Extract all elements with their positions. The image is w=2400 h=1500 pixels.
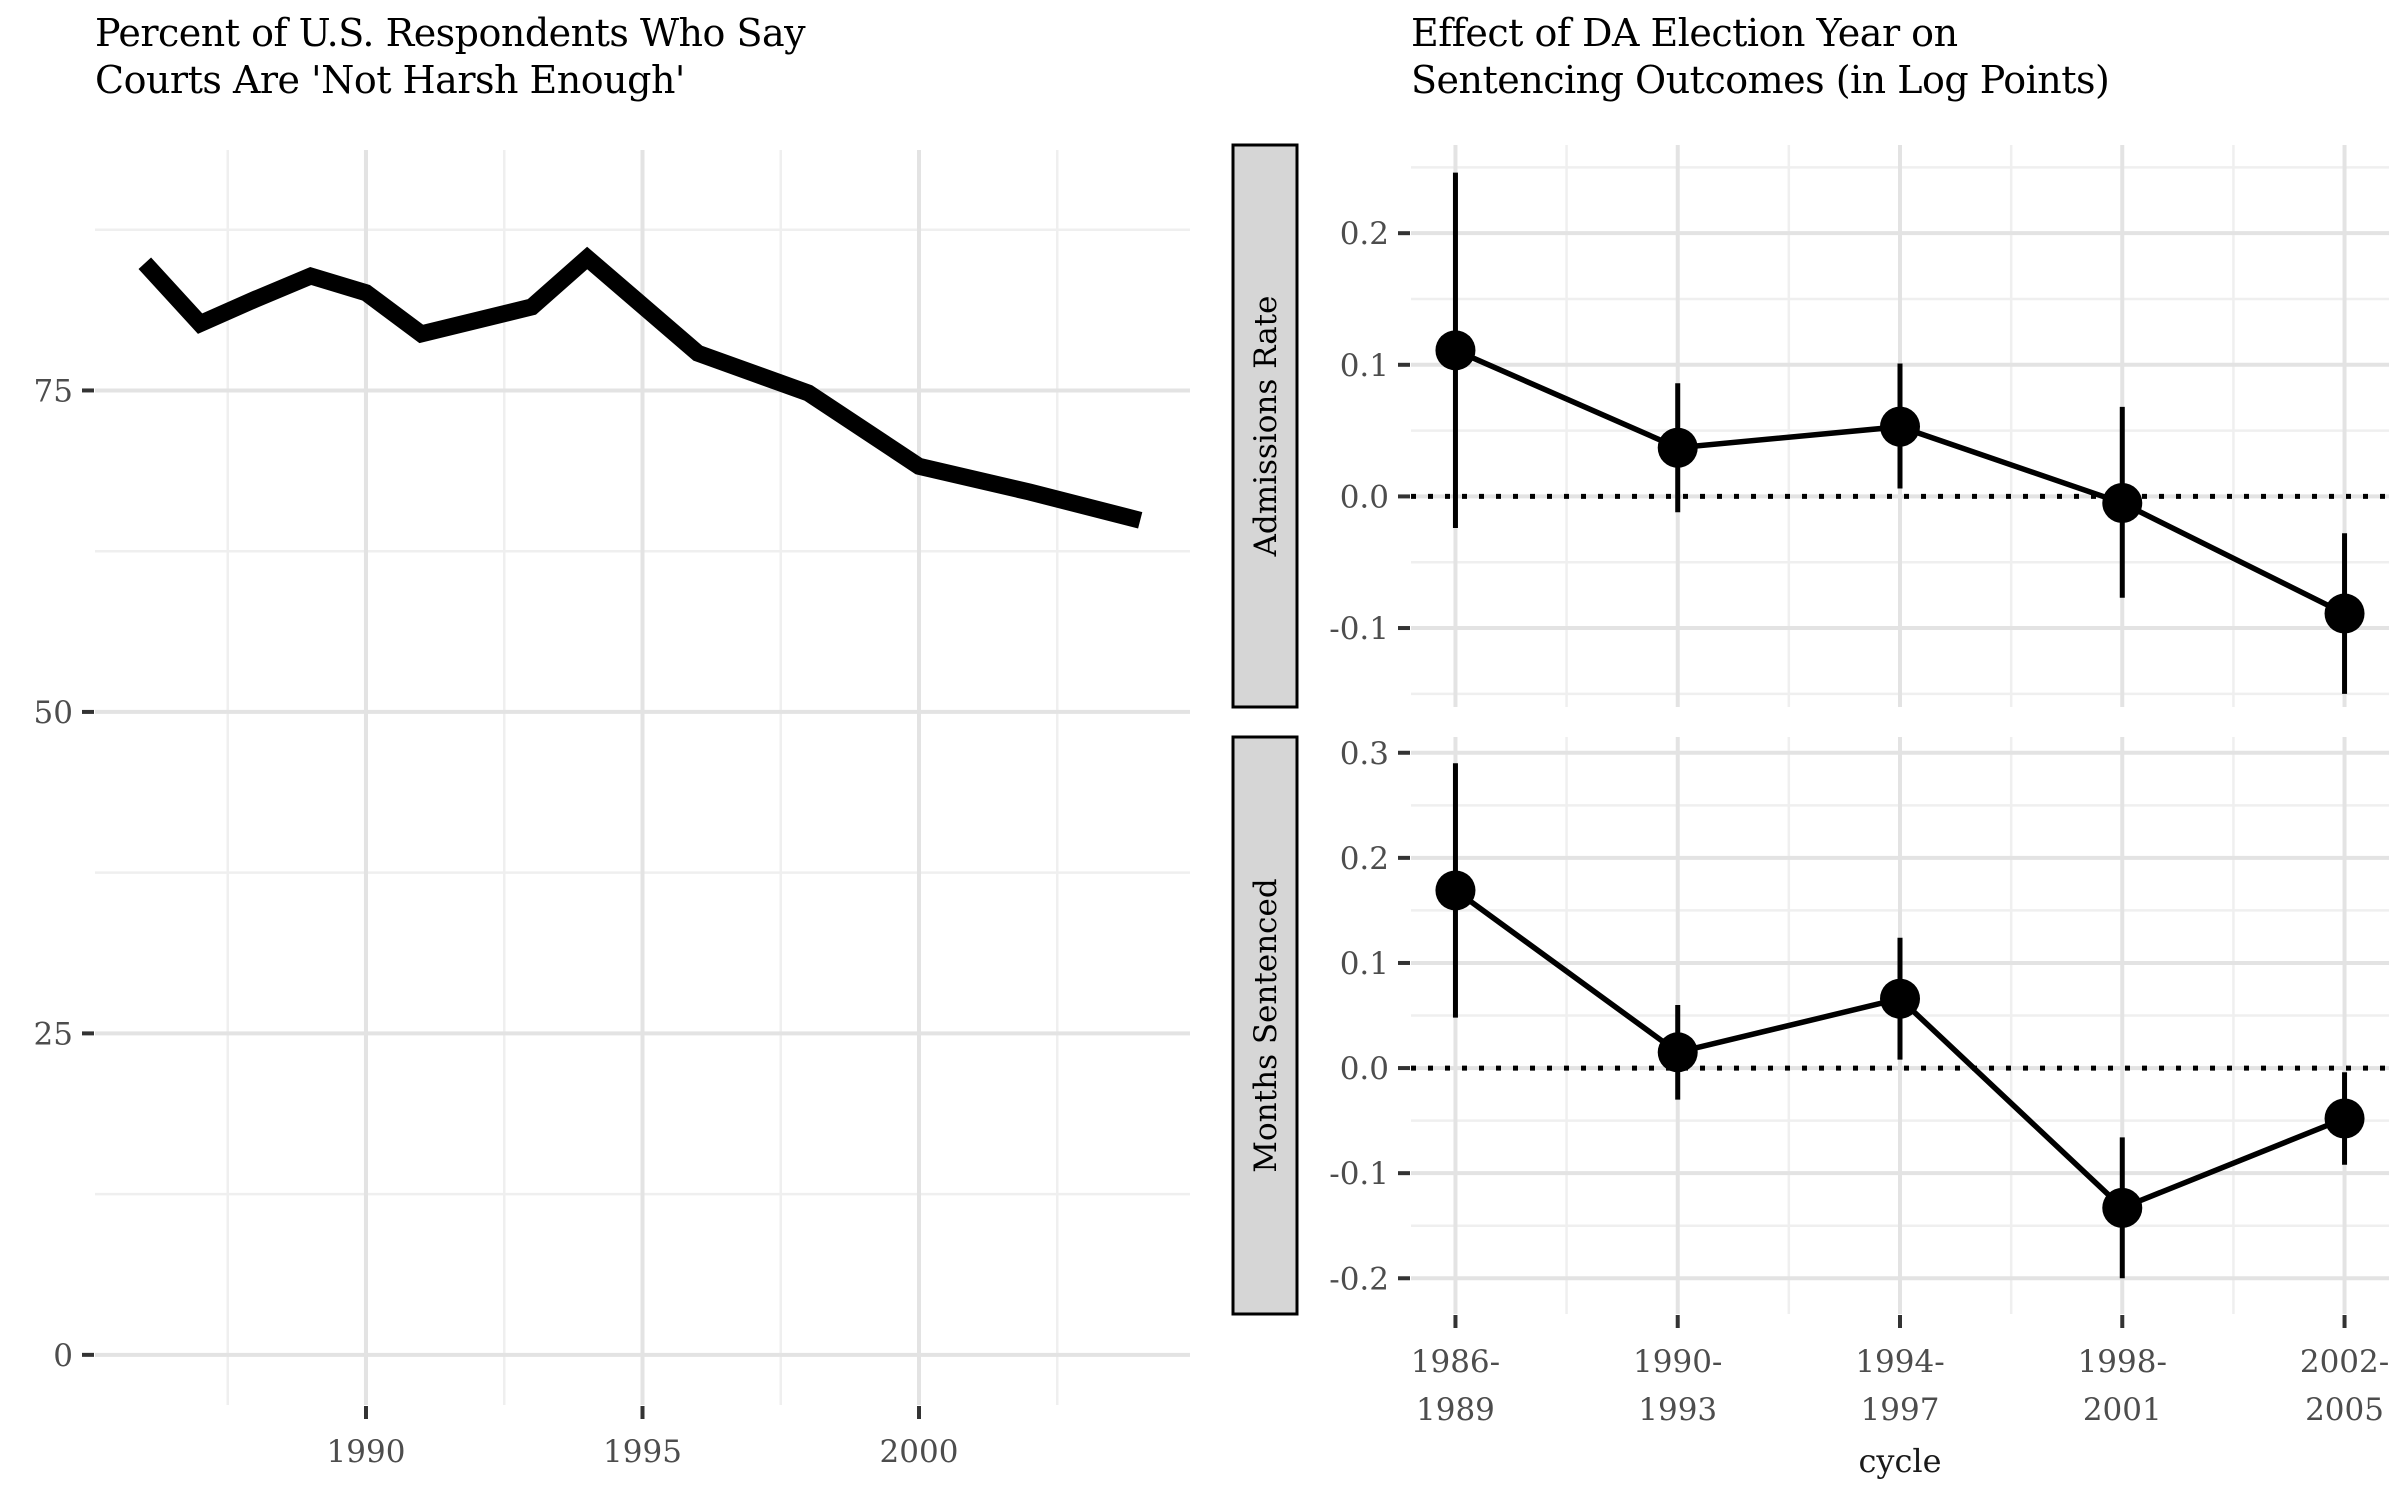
left-chart-title-line2: Courts Are 'Not Harsh Enough' — [95, 58, 685, 102]
x-tick-label: 1995 — [603, 1434, 682, 1470]
left-axis-labels: 0 25 50 75 1990 1995 2000 — [34, 373, 959, 1470]
cycle-label-line1: 1990- — [1633, 1344, 1722, 1380]
pointrange-group — [1435, 763, 2365, 1279]
gss-line-chart: 0 25 50 75 1990 1995 2000 — [34, 150, 1190, 1470]
cycle-label-line2: 2001 — [2083, 1392, 2162, 1428]
y-tick-label: 75 — [34, 373, 73, 409]
y-tick-label: 0 — [53, 1338, 73, 1374]
left-chart-title-line1: Percent of U.S. Respondents Who Say — [95, 11, 806, 55]
facet-strip-label: Admissions Rate — [1248, 295, 1284, 557]
y-tick-label: -0.1 — [1329, 1156, 1389, 1192]
y-tick-label: 0.1 — [1340, 946, 1389, 982]
facet-grid-major — [1411, 737, 2389, 1314]
y-tick-label: 0.2 — [1340, 216, 1389, 252]
cycle-label-line2: 1993 — [1638, 1392, 1717, 1428]
left-grid-minor — [95, 150, 1190, 1405]
facet-y-ticks — [1398, 750, 1410, 1281]
y-tick-label: 50 — [34, 695, 73, 731]
y-tick-label: -0.2 — [1329, 1261, 1389, 1297]
estimate-point — [1435, 870, 1476, 911]
estimate-point — [1657, 1032, 1698, 1073]
x-tick-label: 2000 — [880, 1434, 959, 1470]
cycle-axis-labels: 1986- 1989 1990- 1993 1994- 1997 1998- 2001 2002… — [1411, 1344, 2389, 1428]
facet-strip-label: Months Sentenced — [1248, 878, 1284, 1172]
cycle-axis-ticks — [1453, 1315, 2347, 1328]
facet-months-sentenced: 0.3 0.2 0.1 0.0 -0.1 -0.2 Months Sentenced — [1231, 735, 2389, 1316]
cycle-label-line2: 2005 — [2305, 1392, 2384, 1428]
cycle-label-line1: 1986- — [1411, 1344, 1500, 1380]
estimate-point — [2102, 1187, 2143, 1228]
left-grid-major — [95, 150, 1190, 1405]
y-tick-label: 0.2 — [1340, 841, 1389, 877]
cycle-label-line1: 1998- — [2078, 1344, 2167, 1380]
estimate-point — [1435, 330, 1476, 371]
y-tick-label: 0.0 — [1340, 1051, 1389, 1087]
y-tick-label: 25 — [34, 1016, 73, 1052]
left-chart-title: Percent of U.S. Respondents Who Say Cour… — [95, 10, 806, 104]
estimate-point — [2102, 482, 2143, 523]
estimate-point — [1657, 427, 1698, 468]
cycle-label-line1: 2002- — [2300, 1344, 2389, 1380]
pointrange-group — [1435, 172, 2365, 694]
cycle-label-line1: 1994- — [1855, 1344, 1944, 1380]
estimate-point — [1880, 978, 1920, 1019]
left-axis-ticks — [82, 388, 922, 1419]
facet-strip-admissions-rate — [1231, 143, 1299, 709]
y-tick-label: 0.1 — [1340, 348, 1389, 384]
estimate-point — [1880, 406, 1920, 447]
right-chart-title: Effect of DA Election Year on Sentencing… — [1411, 10, 2110, 104]
y-tick-label: 0.3 — [1340, 736, 1389, 772]
estimate-point — [2324, 593, 2365, 634]
x-tick-label: 1990 — [327, 1434, 406, 1470]
y-tick-label: -0.1 — [1329, 611, 1389, 647]
y-tick-label: 0.0 — [1340, 479, 1389, 515]
facet-strip-months-sentenced — [1231, 735, 1299, 1316]
cycle-label-line2: 1989 — [1416, 1392, 1495, 1428]
cycle-axis-title: cycle — [1858, 1442, 1941, 1480]
facet-y-ticks — [1398, 231, 1410, 631]
cycle-label-line2: 1997 — [1861, 1392, 1940, 1428]
right-chart-title-line2: Sentencing Outcomes (in Log Points) — [1411, 58, 2110, 102]
courts-trend-line — [138, 246, 1143, 529]
da-effects-chart: 0.2 0.1 0.0 -0.1 Admissions Rate 0.3 0.2 0.1 0.0… — [1231, 143, 2389, 1480]
estimate-point — [2324, 1098, 2365, 1139]
facet-admissions-rate: 0.2 0.1 0.0 -0.1 Admissions Rate — [1231, 143, 2389, 709]
facet-y-labels: 0.3 0.2 0.1 0.0 -0.1 -0.2 — [1329, 736, 1389, 1298]
right-chart-title-line1: Effect of DA Election Year on — [1411, 11, 1958, 55]
facet-y-labels: 0.2 0.1 0.0 -0.1 — [1329, 216, 1389, 647]
